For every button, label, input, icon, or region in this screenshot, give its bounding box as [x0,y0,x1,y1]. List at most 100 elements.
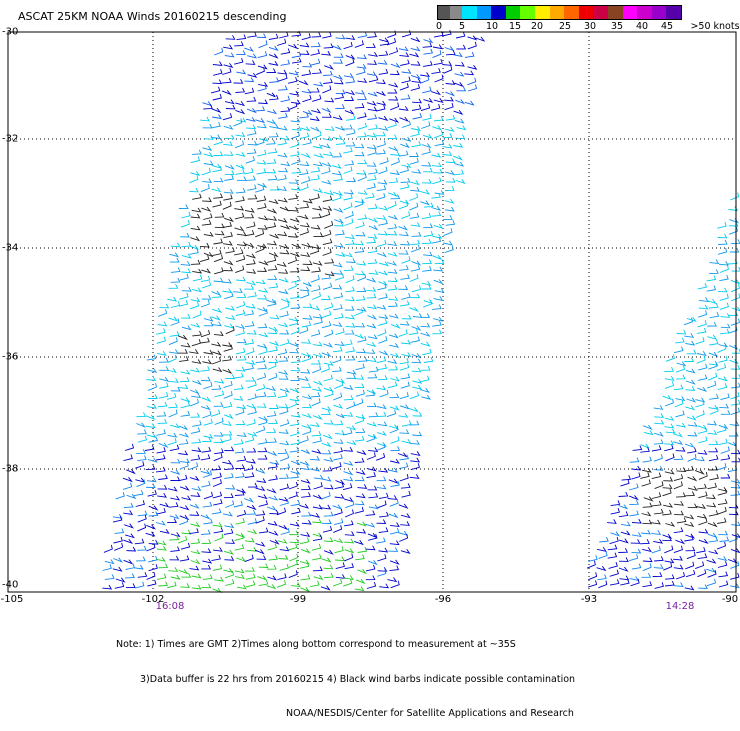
wind-barb [333,518,344,526]
wind-barb [376,304,387,310]
wind-barb [122,477,133,483]
wind-barb [288,560,298,568]
wind-barb [190,559,201,565]
wind-barb [673,564,684,570]
wind-barb [179,485,190,491]
wind-barb [321,351,332,358]
wind-barb [707,482,717,490]
wind-barb [387,284,398,291]
wind-barb [366,43,376,49]
wind-barb [421,121,431,129]
wind-barb [420,322,431,328]
wind-barb [708,440,719,446]
wind-barb [320,210,331,218]
wind-barb [354,476,365,482]
wind-barb [288,481,298,490]
wind-barb [213,499,223,506]
wind-barb [168,316,179,322]
wind-barb [302,427,312,436]
lon-label: -90 [721,594,739,605]
wind-barb [401,136,412,142]
wind-barb [728,227,739,235]
wind-barb [401,211,411,220]
wind-barb [390,436,400,444]
wind-barb [730,572,740,580]
wind-barb [388,296,399,301]
wind-barb [409,202,419,211]
wind-barb [332,262,343,268]
wind-barb [301,69,312,76]
wind-barb [244,213,255,219]
wind-barb [687,486,698,492]
wind-barb [137,510,148,517]
wind-barb [133,564,144,570]
wind-barb [730,583,740,589]
wind-barb [664,423,675,429]
wind-barb [267,543,277,551]
wind-barb [345,234,355,240]
wind-barb [179,432,190,438]
wind-barb [607,519,617,524]
wind-barb [156,336,166,344]
wind-barb [158,563,169,569]
wind-barb [377,567,388,572]
wind-barb [346,258,356,264]
wind-barb [189,511,200,516]
wind-barb [168,337,178,346]
wind-barb [620,521,631,527]
wind-barb [277,174,287,181]
wind-barb [378,280,389,287]
wind-barb [609,569,619,577]
wind-barb [445,50,456,56]
wind-barb [368,217,379,224]
wind-barb [366,100,377,106]
wind-barb [376,192,386,201]
wind-barb [214,230,225,236]
wind-barb [191,486,202,492]
wind-barb [598,551,608,559]
wind-barb [607,544,618,551]
wind-barb [320,143,331,149]
wind-barb [321,406,332,412]
wind-barb [433,59,443,66]
wind-barb [354,506,364,514]
wind-barb [344,553,354,562]
wind-barb [708,536,719,543]
wind-barb [191,359,202,365]
wind-barb [431,237,442,244]
wind-barb [246,124,256,130]
wind-barb [643,430,654,436]
wind-barb [247,31,257,38]
wind-barb [300,574,311,581]
wind-barb [730,284,740,293]
wind-barb [731,266,740,272]
wind-barb [357,335,367,343]
wind-barb [344,96,355,101]
wind-barb [178,450,189,456]
wind-barb [278,429,289,434]
wind-barb [224,164,235,170]
wind-barb [289,429,300,437]
wind-barb [354,103,365,109]
wind-barb [697,513,707,519]
wind-barb [709,473,719,481]
wind-barb [730,364,740,370]
wind-barb [312,143,323,149]
wind-barb [288,319,299,326]
wind-barb [310,166,321,173]
wind-barb [730,239,740,245]
wind-barb [345,141,356,147]
wind-barb [200,405,211,411]
wind-barb [629,510,639,517]
wind-barb [388,333,399,339]
wind-barb [202,410,212,419]
wind-barb [444,96,454,102]
wind-barb [431,205,442,211]
wind-barb [190,170,201,176]
wind-barb [718,356,728,363]
wind-barb [266,505,277,511]
wind-barb [401,68,412,74]
wind-barb [170,277,181,283]
wind-barb [277,231,288,237]
wind-barb [388,177,399,184]
